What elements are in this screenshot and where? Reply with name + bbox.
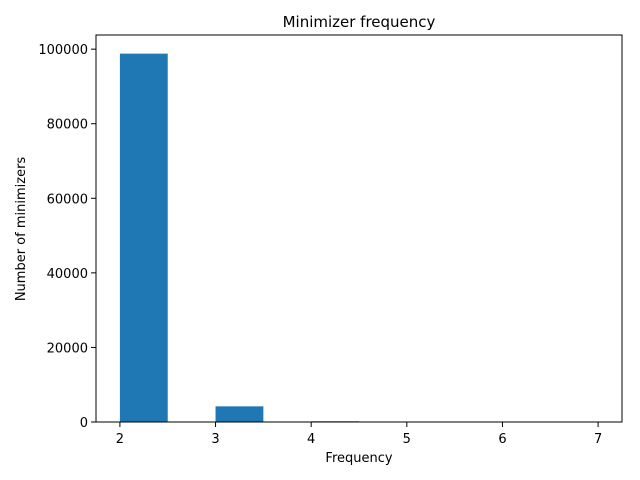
y-tick-label: 60000 <box>47 192 88 207</box>
chart-title: Minimizer frequency <box>283 13 436 31</box>
y-tick-label: 40000 <box>47 267 88 282</box>
x-tick-label: 7 <box>594 432 602 447</box>
y-axis-ticks: 0 20000 40000 60000 80000 100000 <box>38 43 96 431</box>
bar-0 <box>119 53 168 423</box>
x-tick-label: 4 <box>307 432 315 447</box>
x-tick-label: 6 <box>498 432 506 447</box>
x-axis-label: Frequency <box>325 451 392 466</box>
plot-area-frame <box>95 34 623 423</box>
bar-2 <box>215 406 264 422</box>
bars-group <box>119 53 599 423</box>
y-tick-label: 0 <box>80 416 88 431</box>
y-tick-label: 20000 <box>47 341 88 356</box>
y-axis-label: Number of minimizers <box>14 157 29 302</box>
y-tick-label: 100000 <box>38 43 88 58</box>
x-tick-label: 5 <box>403 432 411 447</box>
x-tick-label: 2 <box>116 432 124 447</box>
y-tick-label: 80000 <box>47 118 88 133</box>
x-axis-ticks: 2 3 4 5 6 7 <box>116 422 602 447</box>
x-tick-label: 3 <box>211 432 219 447</box>
